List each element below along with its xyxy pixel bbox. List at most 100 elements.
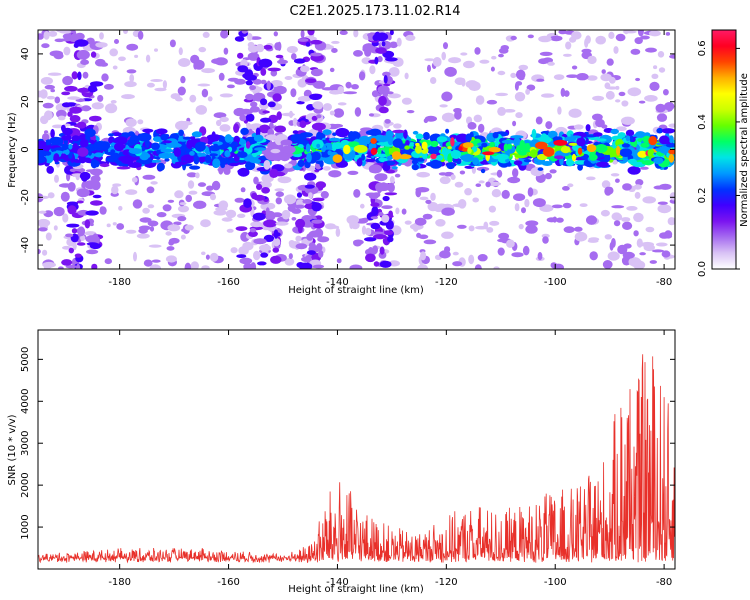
heatmap-cell: [301, 256, 312, 262]
heatmap-cell: [446, 162, 455, 170]
heatmap-cell: [353, 239, 362, 247]
heatmap-cell: [43, 31, 50, 40]
heatmap-cell: [250, 101, 258, 108]
heatmap-cell: [450, 150, 462, 159]
heatmap-cell: [619, 148, 633, 158]
heatmap-cell: [389, 41, 398, 49]
heatmap-cell: [213, 209, 227, 216]
heatmap-cell: [58, 266, 64, 269]
heatmap-cell: [229, 162, 239, 167]
heatmap-cell: [668, 149, 675, 155]
heatmap-cell: [329, 110, 335, 116]
heatmap-cell: [365, 158, 376, 163]
heatmap-cell: [595, 35, 606, 45]
heatmap-cell: [353, 30, 359, 38]
heatmap-cell: [427, 146, 439, 155]
heatmap-cell: [65, 233, 74, 238]
heatmap-cell: [240, 187, 246, 193]
heatmap-cell: [420, 251, 427, 261]
heatmap-cell: [460, 52, 468, 56]
heatmap-cell: [376, 137, 389, 143]
heatmap-cell: [621, 143, 631, 148]
heatmap-cell: [659, 135, 670, 145]
heatmap-cell: [95, 42, 108, 48]
heatmap-cell: [245, 80, 253, 86]
heatmap-cell: [497, 70, 506, 76]
heatmap-cell: [174, 190, 184, 199]
heatmap-cell: [147, 204, 155, 209]
heatmap-cell: [138, 225, 151, 231]
heatmap-cell: [126, 69, 137, 74]
heatmap-cell: [665, 32, 671, 36]
heatmap-cell: [343, 144, 351, 155]
heatmap-cell: [655, 242, 668, 247]
heatmap-cell: [69, 168, 77, 172]
heatmap-cell: [79, 138, 89, 148]
heatmap-cell: [90, 175, 101, 183]
heatmap-cell: [112, 65, 118, 70]
heatmap-cell: [383, 161, 388, 167]
heatmap-cell: [364, 237, 377, 242]
heatmap-cell: [310, 68, 323, 77]
heatmap-cell: [635, 77, 641, 82]
heatmap-cell: [53, 153, 60, 163]
heatmap-cell: [634, 37, 643, 45]
heatmap-cell: [50, 128, 55, 138]
heatmap-cell: [297, 95, 312, 102]
heatmap-cell: [343, 91, 357, 95]
heatmap-cell: [571, 31, 582, 40]
heatmap-cell: [61, 102, 72, 108]
heatmap-cell: [535, 141, 548, 150]
heatmap-cell: [84, 180, 96, 190]
heatmap-cell: [541, 93, 555, 98]
heatmap-cell: [62, 75, 73, 86]
heatmap-cell: [382, 71, 391, 77]
heatmap-cell: [512, 168, 519, 178]
heatmap-cell: [522, 245, 530, 256]
heatmap-cell: [187, 180, 195, 189]
heatmap-cell: [593, 155, 598, 160]
heatmap-cell: [456, 224, 467, 229]
heatmap-cell: [396, 37, 402, 47]
heatmap-cell: [441, 207, 455, 216]
heatmap-cell: [542, 236, 549, 244]
heatmap-cell: [557, 106, 562, 115]
heatmap-cell: [514, 91, 526, 102]
heatmap-cell: [513, 160, 523, 166]
heatmap-cell: [151, 259, 161, 263]
heatmap-cell: [378, 89, 385, 94]
heatmap-cell: [64, 165, 74, 175]
heatmap-cell: [86, 249, 99, 255]
snr-x-label: Height of straight line (km): [288, 584, 424, 595]
heatmap-cell: [101, 73, 109, 82]
heatmap-cell: [295, 235, 302, 242]
colorbar-tick-label: 0.4: [697, 114, 708, 130]
heatmap-cell: [188, 190, 198, 195]
heatmap-cell: [506, 239, 515, 248]
heatmap-cell: [661, 250, 671, 258]
heatmap-cell: [201, 251, 206, 256]
heatmap-cell: [180, 234, 186, 240]
heatmap-cell: [473, 114, 482, 123]
heatmap-cell: [91, 102, 104, 110]
heatmap-cell: [649, 260, 657, 264]
heatmap-cell: [370, 147, 378, 155]
heatmap-cell: [93, 160, 100, 168]
heatmap-cell: [117, 139, 124, 143]
heatmap-cell: [441, 91, 453, 102]
heatmap-cell: [381, 41, 386, 47]
heatmap-cell: [266, 80, 271, 91]
heatmap-cell: [219, 124, 231, 132]
heatmap-cell: [645, 47, 657, 53]
heatmap-cell: [149, 264, 162, 269]
heatmap-cell: [69, 106, 82, 114]
heatmap-cell: [245, 160, 256, 171]
heatmap-cell: [197, 83, 211, 87]
heatmap-cell: [160, 134, 169, 141]
heatmap-cell: [94, 152, 104, 158]
heatmap-cell: [510, 72, 517, 79]
heatmap-cell: [607, 251, 620, 261]
heatmap-cell: [445, 128, 450, 134]
heatmap-cell: [149, 159, 162, 163]
heatmap-cell: [53, 206, 65, 217]
